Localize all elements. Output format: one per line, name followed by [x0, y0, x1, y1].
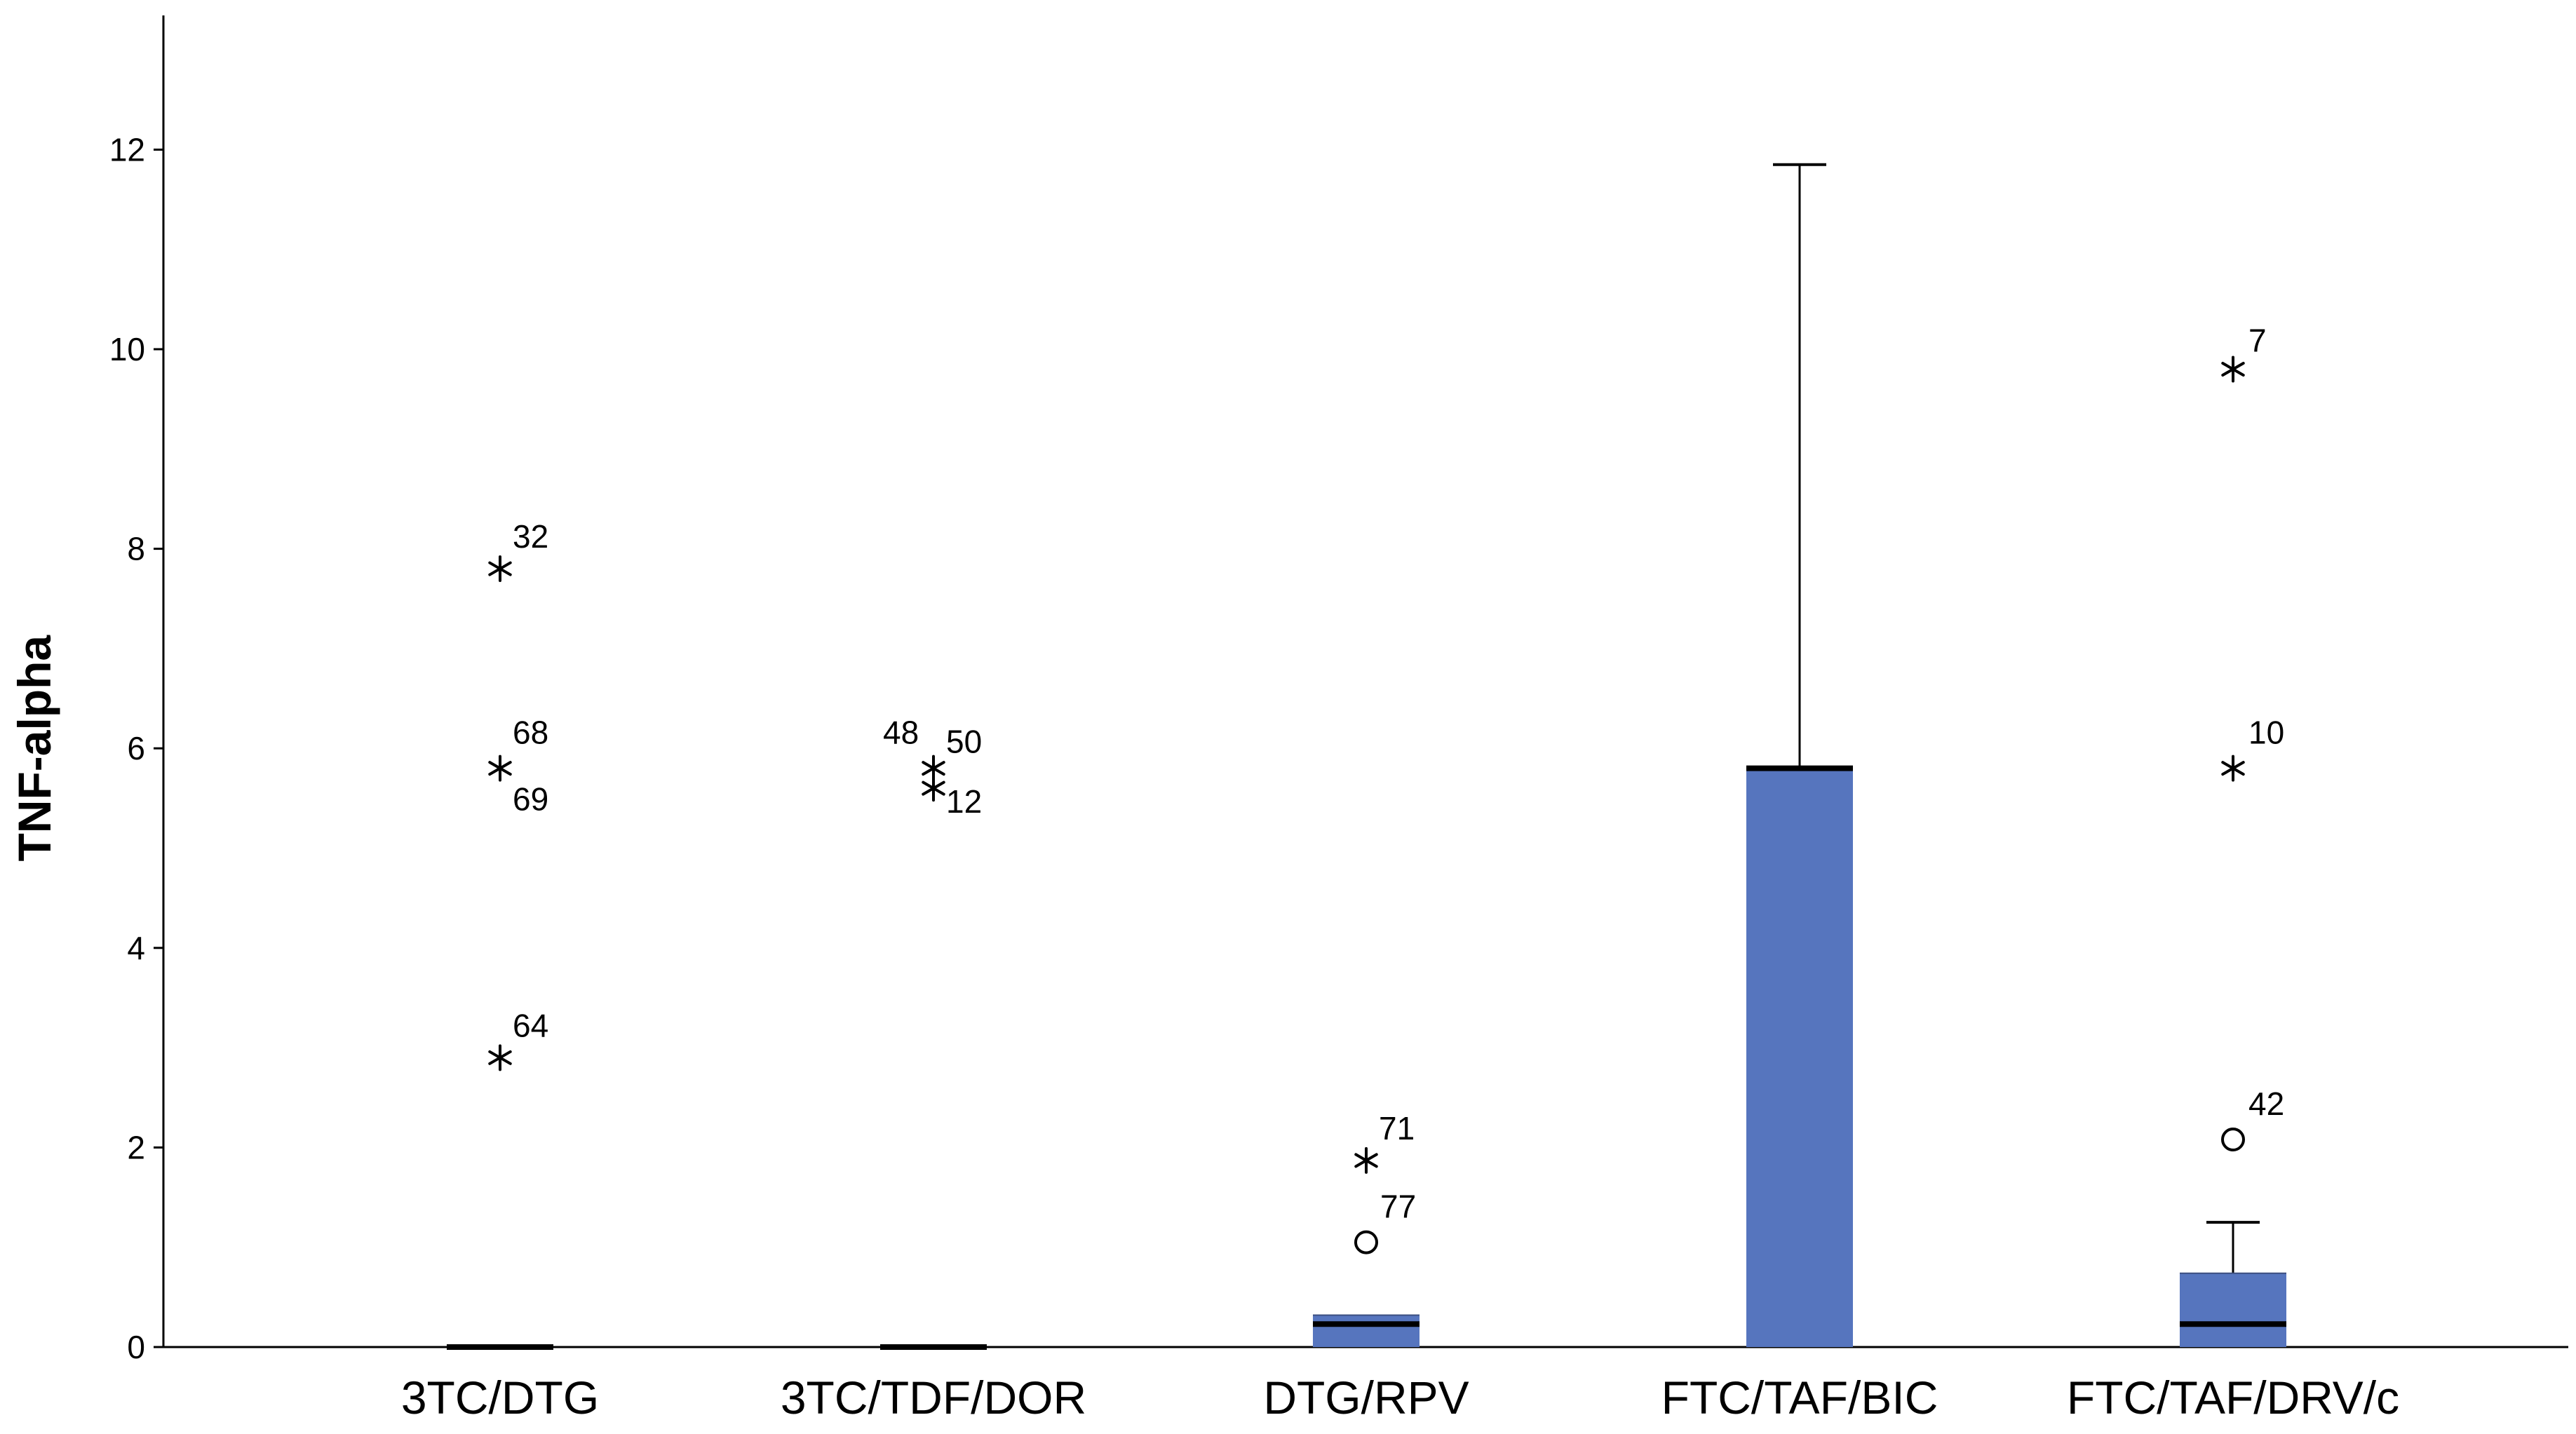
outlier-id-label: 69 [513, 781, 548, 818]
y-tick-label: 10 [109, 331, 145, 367]
star-stroke [2221, 361, 2245, 377]
star-stroke [488, 1050, 512, 1065]
y-tick-label: 8 [127, 531, 145, 567]
x-category-label: DTG/RPV [1263, 1372, 1469, 1423]
boxes [447, 163, 2286, 1350]
outlier-star-marker [488, 1044, 512, 1071]
y-tick-label: 0 [127, 1329, 145, 1365]
outlier-id-label: 7 [2248, 322, 2267, 358]
star-stroke [922, 761, 945, 776]
star-stroke [1354, 1153, 1378, 1168]
outlier-star-marker [1354, 1146, 1378, 1174]
x-category-label: 3TC/DTG [401, 1372, 599, 1423]
y-tick-label: 4 [127, 930, 145, 966]
outlier-circle-marker [1354, 1230, 1378, 1254]
y-tick-label: 6 [127, 730, 145, 766]
x-category-label: FTC/TAF/BIC [1661, 1372, 1938, 1423]
x-category-label: FTC/TAF/DRV/c [2067, 1372, 2399, 1423]
outlier-star-marker [488, 755, 512, 782]
box-group [1746, 163, 1853, 1347]
outlier-id-label: 64 [513, 1007, 548, 1043]
outlier-star-marker [488, 555, 512, 583]
y-tick-label: 2 [127, 1129, 145, 1165]
outlier-id-label: 42 [2248, 1085, 2284, 1122]
outlier-id-label: 48 [883, 715, 919, 751]
outlier-id-label: 71 [1379, 1110, 1415, 1146]
box-group [2180, 1221, 2286, 1347]
box-group [1313, 1314, 1420, 1347]
outlier-id-label: 77 [1380, 1189, 1416, 1225]
star-stroke [488, 761, 512, 776]
box-iqr [1746, 768, 1853, 1347]
outlier-star-marker [2221, 755, 2245, 782]
box-iqr [2180, 1273, 2286, 1347]
outlier-id-label: 50 [946, 724, 982, 760]
box-iqr [1313, 1315, 1420, 1347]
outlier-star-marker [2221, 356, 2245, 383]
star-stroke [922, 780, 945, 796]
axes [154, 15, 2568, 1348]
outlier-id-label: 10 [2248, 715, 2284, 751]
outlier-id-label: 68 [513, 715, 548, 751]
y-axis-title: TNF-alpha [8, 635, 60, 862]
outlier-id-label: 32 [513, 518, 548, 555]
outlier-star-marker [922, 775, 945, 802]
x-category-label: 3TC/TDF/DOR [781, 1372, 1086, 1423]
outlier-id-label: 12 [946, 783, 982, 820]
outliers [488, 356, 2245, 1254]
star-stroke [488, 561, 512, 576]
y-tick-label: 12 [109, 131, 145, 168]
outlier-circle-marker [2221, 1128, 2245, 1152]
star-stroke [2221, 761, 2245, 776]
